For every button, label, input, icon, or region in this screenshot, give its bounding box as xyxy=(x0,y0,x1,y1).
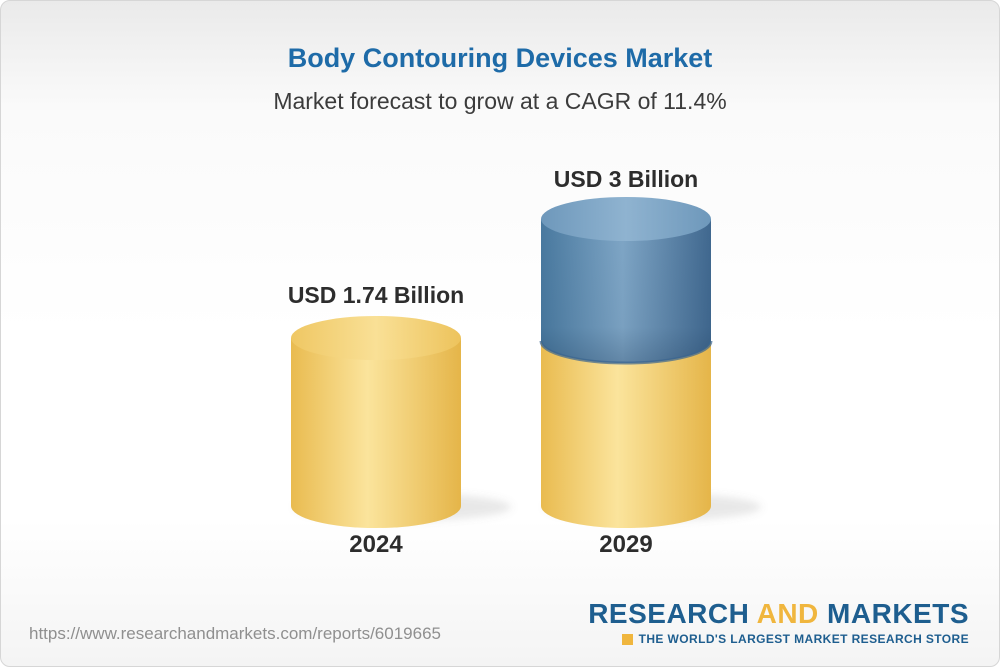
research-and-markets-logo: RESEARCH AND MARKETS THE WORLD'S LARGEST… xyxy=(588,600,969,647)
logo-word-research: RESEARCH xyxy=(588,598,750,629)
gold-square-icon xyxy=(621,633,633,645)
bar-2029-top xyxy=(541,197,711,241)
bar-2029-growth-shade xyxy=(541,219,711,363)
value-label-2029: USD 3 Billion xyxy=(553,166,699,192)
logo-tagline-text: THE WORLD'S LARGEST MARKET RESEARCH STOR… xyxy=(638,632,969,646)
logo-word-markets: MARKETS xyxy=(827,598,969,629)
chart-title: Body Contouring Devices Market xyxy=(287,43,713,73)
x-axis-label-2024: 2024 xyxy=(349,531,403,558)
logo-wordmark: RESEARCH AND MARKETS xyxy=(588,600,969,628)
bar-2024-top xyxy=(291,316,461,360)
chart-subtitle: Market forecast to grow at a CAGR of 11.… xyxy=(273,88,727,114)
report-url-link[interactable]: https://www.researchandmarkets.com/repor… xyxy=(29,624,441,643)
bar-2029-base-body xyxy=(541,341,711,528)
x-axis-label-2029: 2029 xyxy=(599,531,653,558)
cylinder-bar-chart-graphic xyxy=(291,197,761,528)
bar-2029-growth-rim xyxy=(539,340,713,365)
logo-tagline: THE WORLD'S LARGEST MARKET RESEARCH STOR… xyxy=(588,632,969,646)
value-label-2024: USD 1.74 Billion xyxy=(287,282,465,308)
logo-word-and: AND xyxy=(756,598,819,629)
bar-2024-body xyxy=(291,338,461,528)
